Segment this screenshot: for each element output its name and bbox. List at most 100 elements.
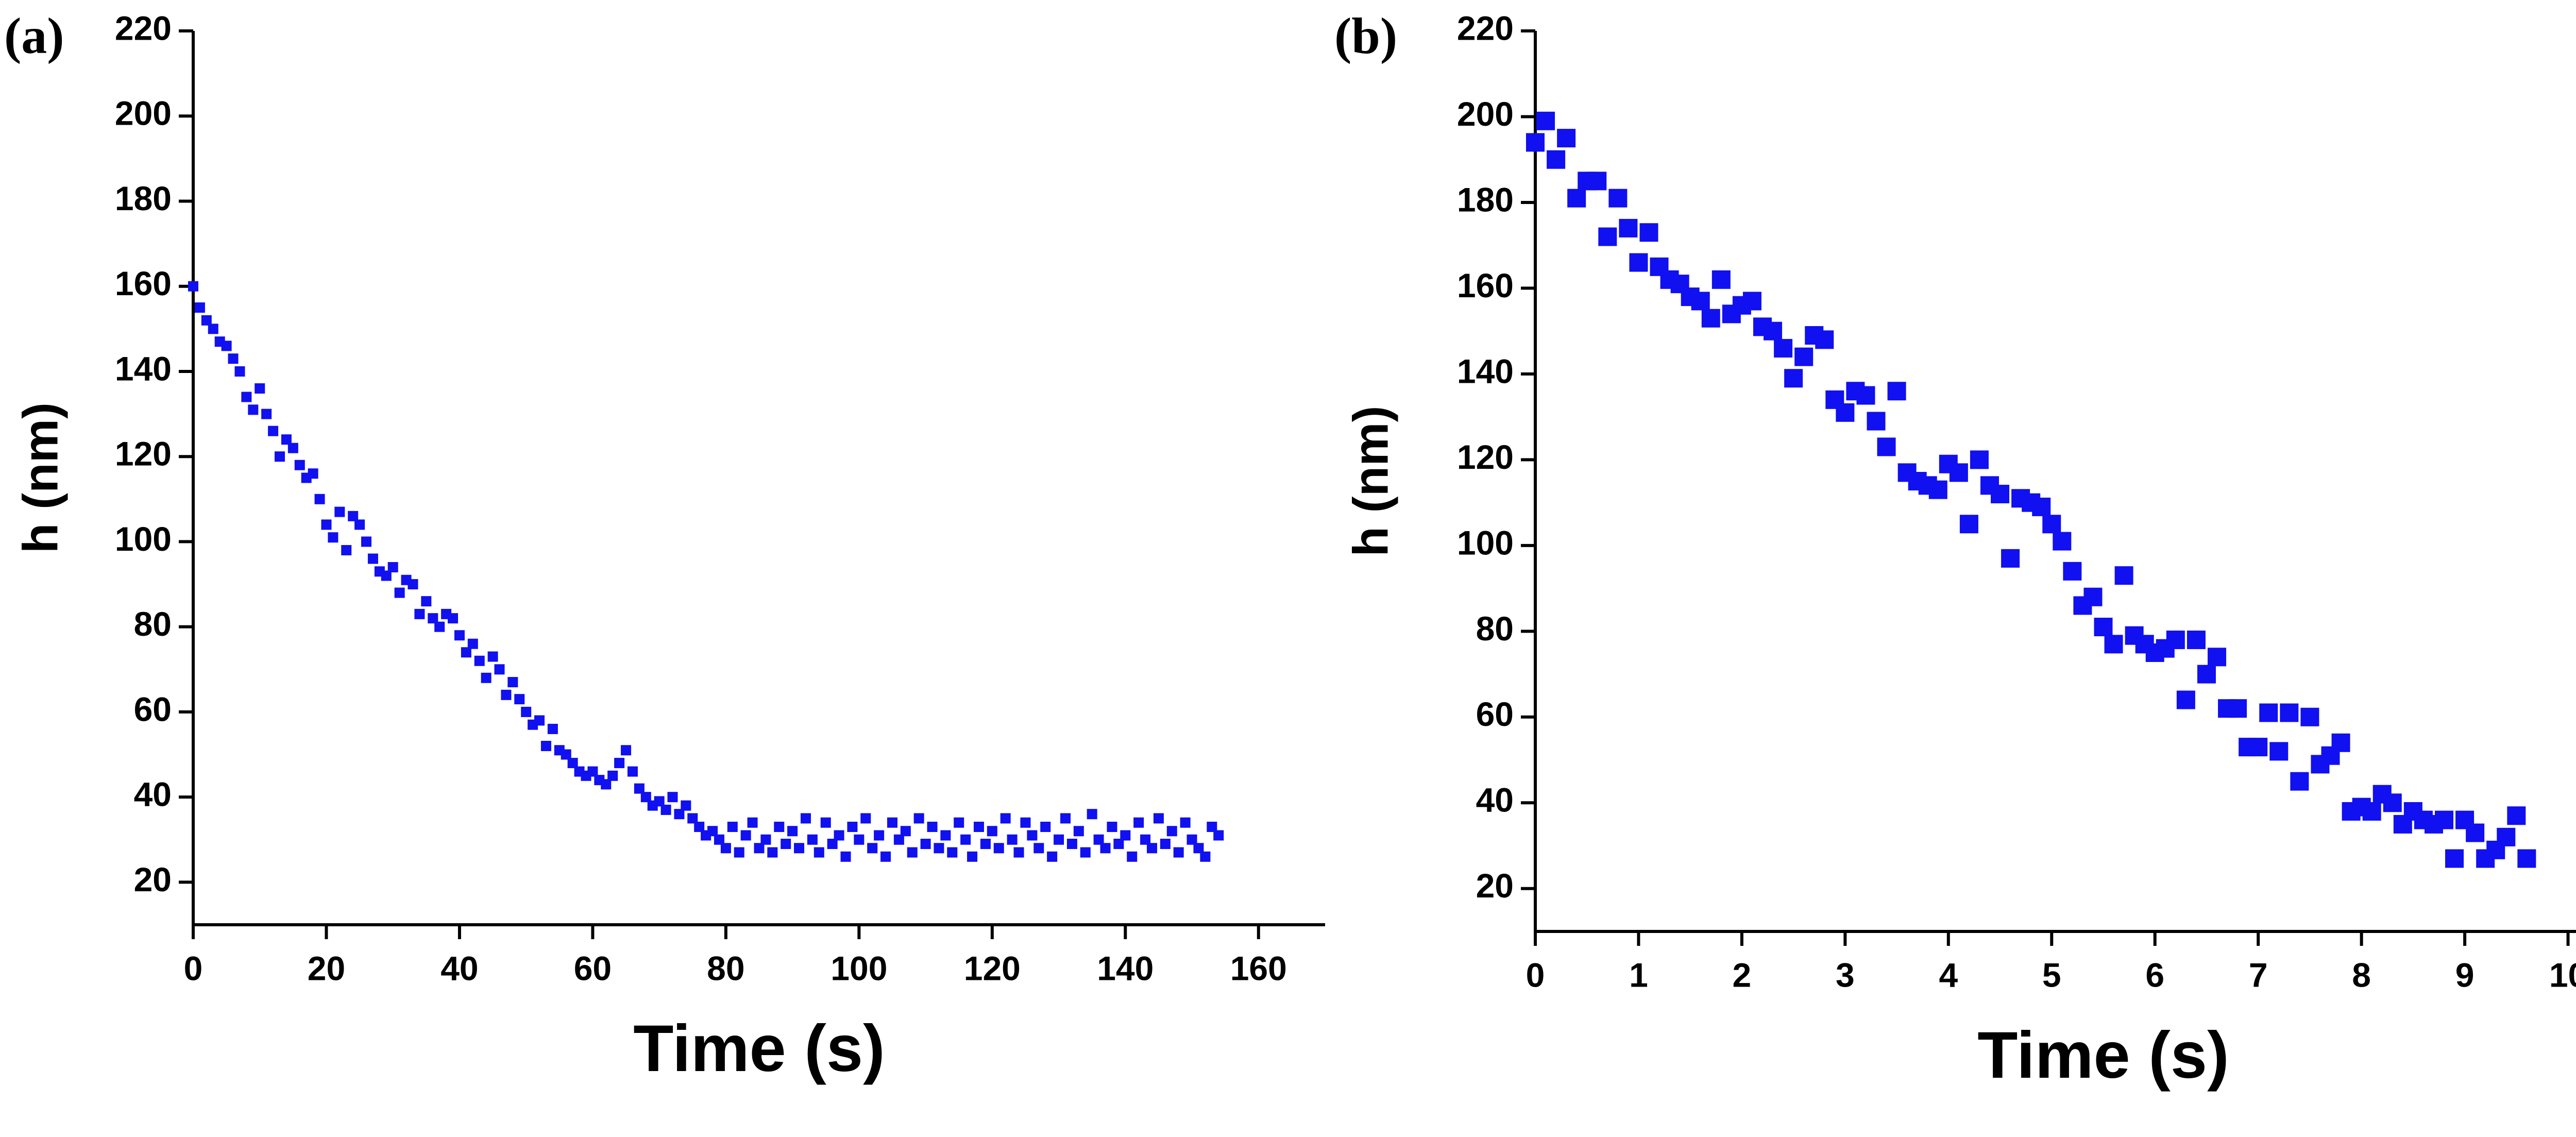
data-point (2176, 690, 2195, 709)
data-point (907, 847, 918, 858)
data-point (607, 770, 618, 781)
y-tick-label: 200 (1457, 95, 1514, 133)
data-point (1066, 839, 1077, 850)
data-point (2517, 849, 2536, 868)
data-point (1526, 133, 1545, 152)
y-tick-label: 200 (115, 94, 172, 132)
data-point (481, 672, 492, 683)
y-tick-label: 160 (115, 264, 172, 302)
data-point (900, 826, 911, 837)
data-point (188, 281, 198, 292)
y-tick-label: 20 (1476, 867, 1514, 905)
data-point (2507, 806, 2526, 825)
data-point (1060, 813, 1071, 824)
data-point (2362, 802, 2381, 821)
data-point (241, 392, 252, 402)
data-point (507, 677, 518, 688)
data-point (268, 426, 279, 436)
data-point (321, 519, 332, 530)
data-point (947, 847, 958, 858)
data-point (255, 383, 265, 394)
data-point (1567, 189, 1586, 208)
data-point (954, 817, 964, 828)
x-tick-label: 2 (1733, 956, 1752, 994)
x-tick-label: 160 (1230, 949, 1287, 987)
data-point (874, 830, 885, 841)
data-point (547, 723, 558, 734)
data-point (1007, 834, 1018, 845)
data-point (540, 741, 551, 751)
data-point (534, 715, 545, 726)
data-point (454, 630, 465, 641)
data-point (993, 843, 1004, 854)
data-point (228, 353, 239, 364)
data-point (461, 647, 471, 658)
data-point (2197, 665, 2216, 684)
data-point (567, 758, 578, 769)
x-tick-label: 0 (1526, 956, 1545, 994)
data-point (913, 813, 924, 824)
data-point (1207, 821, 1217, 832)
x-tick-label: 80 (707, 949, 744, 987)
data-point (1701, 309, 1720, 328)
data-point (1127, 851, 1138, 862)
x-tick-label: 3 (1836, 956, 1855, 994)
data-point (2300, 707, 2319, 726)
y-tick-label: 160 (1457, 266, 1514, 304)
data-point (201, 315, 212, 326)
data-point (1536, 111, 1555, 130)
data-point (1133, 817, 1144, 828)
data-point (341, 545, 352, 555)
data-point (428, 613, 438, 624)
data-point (787, 826, 798, 837)
data-point (827, 839, 838, 850)
data-point (614, 758, 625, 769)
data-point (1140, 834, 1151, 845)
data-point (448, 613, 459, 624)
x-tick-label: 0 (184, 949, 203, 987)
data-point (434, 621, 445, 632)
y-axis-title: h (nm) (13, 402, 68, 553)
data-point (1213, 830, 1224, 841)
y-tick-label: 80 (134, 605, 172, 643)
data-point (754, 843, 765, 854)
data-point (654, 796, 665, 807)
data-point (1991, 484, 2010, 503)
data-point (927, 821, 938, 832)
data-point (1784, 369, 1803, 388)
data-point (1013, 847, 1024, 858)
panel-label: (a) (4, 7, 64, 64)
data-point (1867, 412, 1886, 431)
data-point (394, 587, 405, 598)
data-point (967, 851, 978, 862)
data-point (275, 451, 285, 462)
data-point (860, 813, 871, 824)
data-point (487, 651, 498, 662)
data-point (774, 821, 785, 832)
data-point (1080, 847, 1091, 858)
data-point (1815, 330, 1834, 349)
data-point (847, 821, 858, 832)
x-tick-label: 140 (1097, 949, 1154, 987)
data-point (467, 638, 478, 649)
data-point (720, 843, 731, 854)
y-tick-label: 80 (1476, 609, 1514, 648)
data-point (2104, 635, 2123, 654)
data-point (387, 562, 398, 572)
data-point (1764, 321, 1783, 341)
data-point (1153, 813, 1164, 824)
data-point (1187, 834, 1197, 845)
data-point (1619, 218, 1638, 237)
x-tick-label: 7 (2249, 956, 2268, 994)
y-tick-label: 220 (115, 9, 172, 47)
y-tick-label: 120 (115, 435, 172, 473)
data-point (208, 324, 218, 334)
y-tick-label: 20 (134, 860, 172, 898)
data-point (1113, 839, 1124, 850)
data-point (2280, 703, 2299, 722)
x-tick-label: 5 (2042, 956, 2061, 994)
x-tick-label: 8 (2352, 956, 2371, 994)
data-point (587, 766, 598, 777)
data-point (348, 511, 359, 521)
